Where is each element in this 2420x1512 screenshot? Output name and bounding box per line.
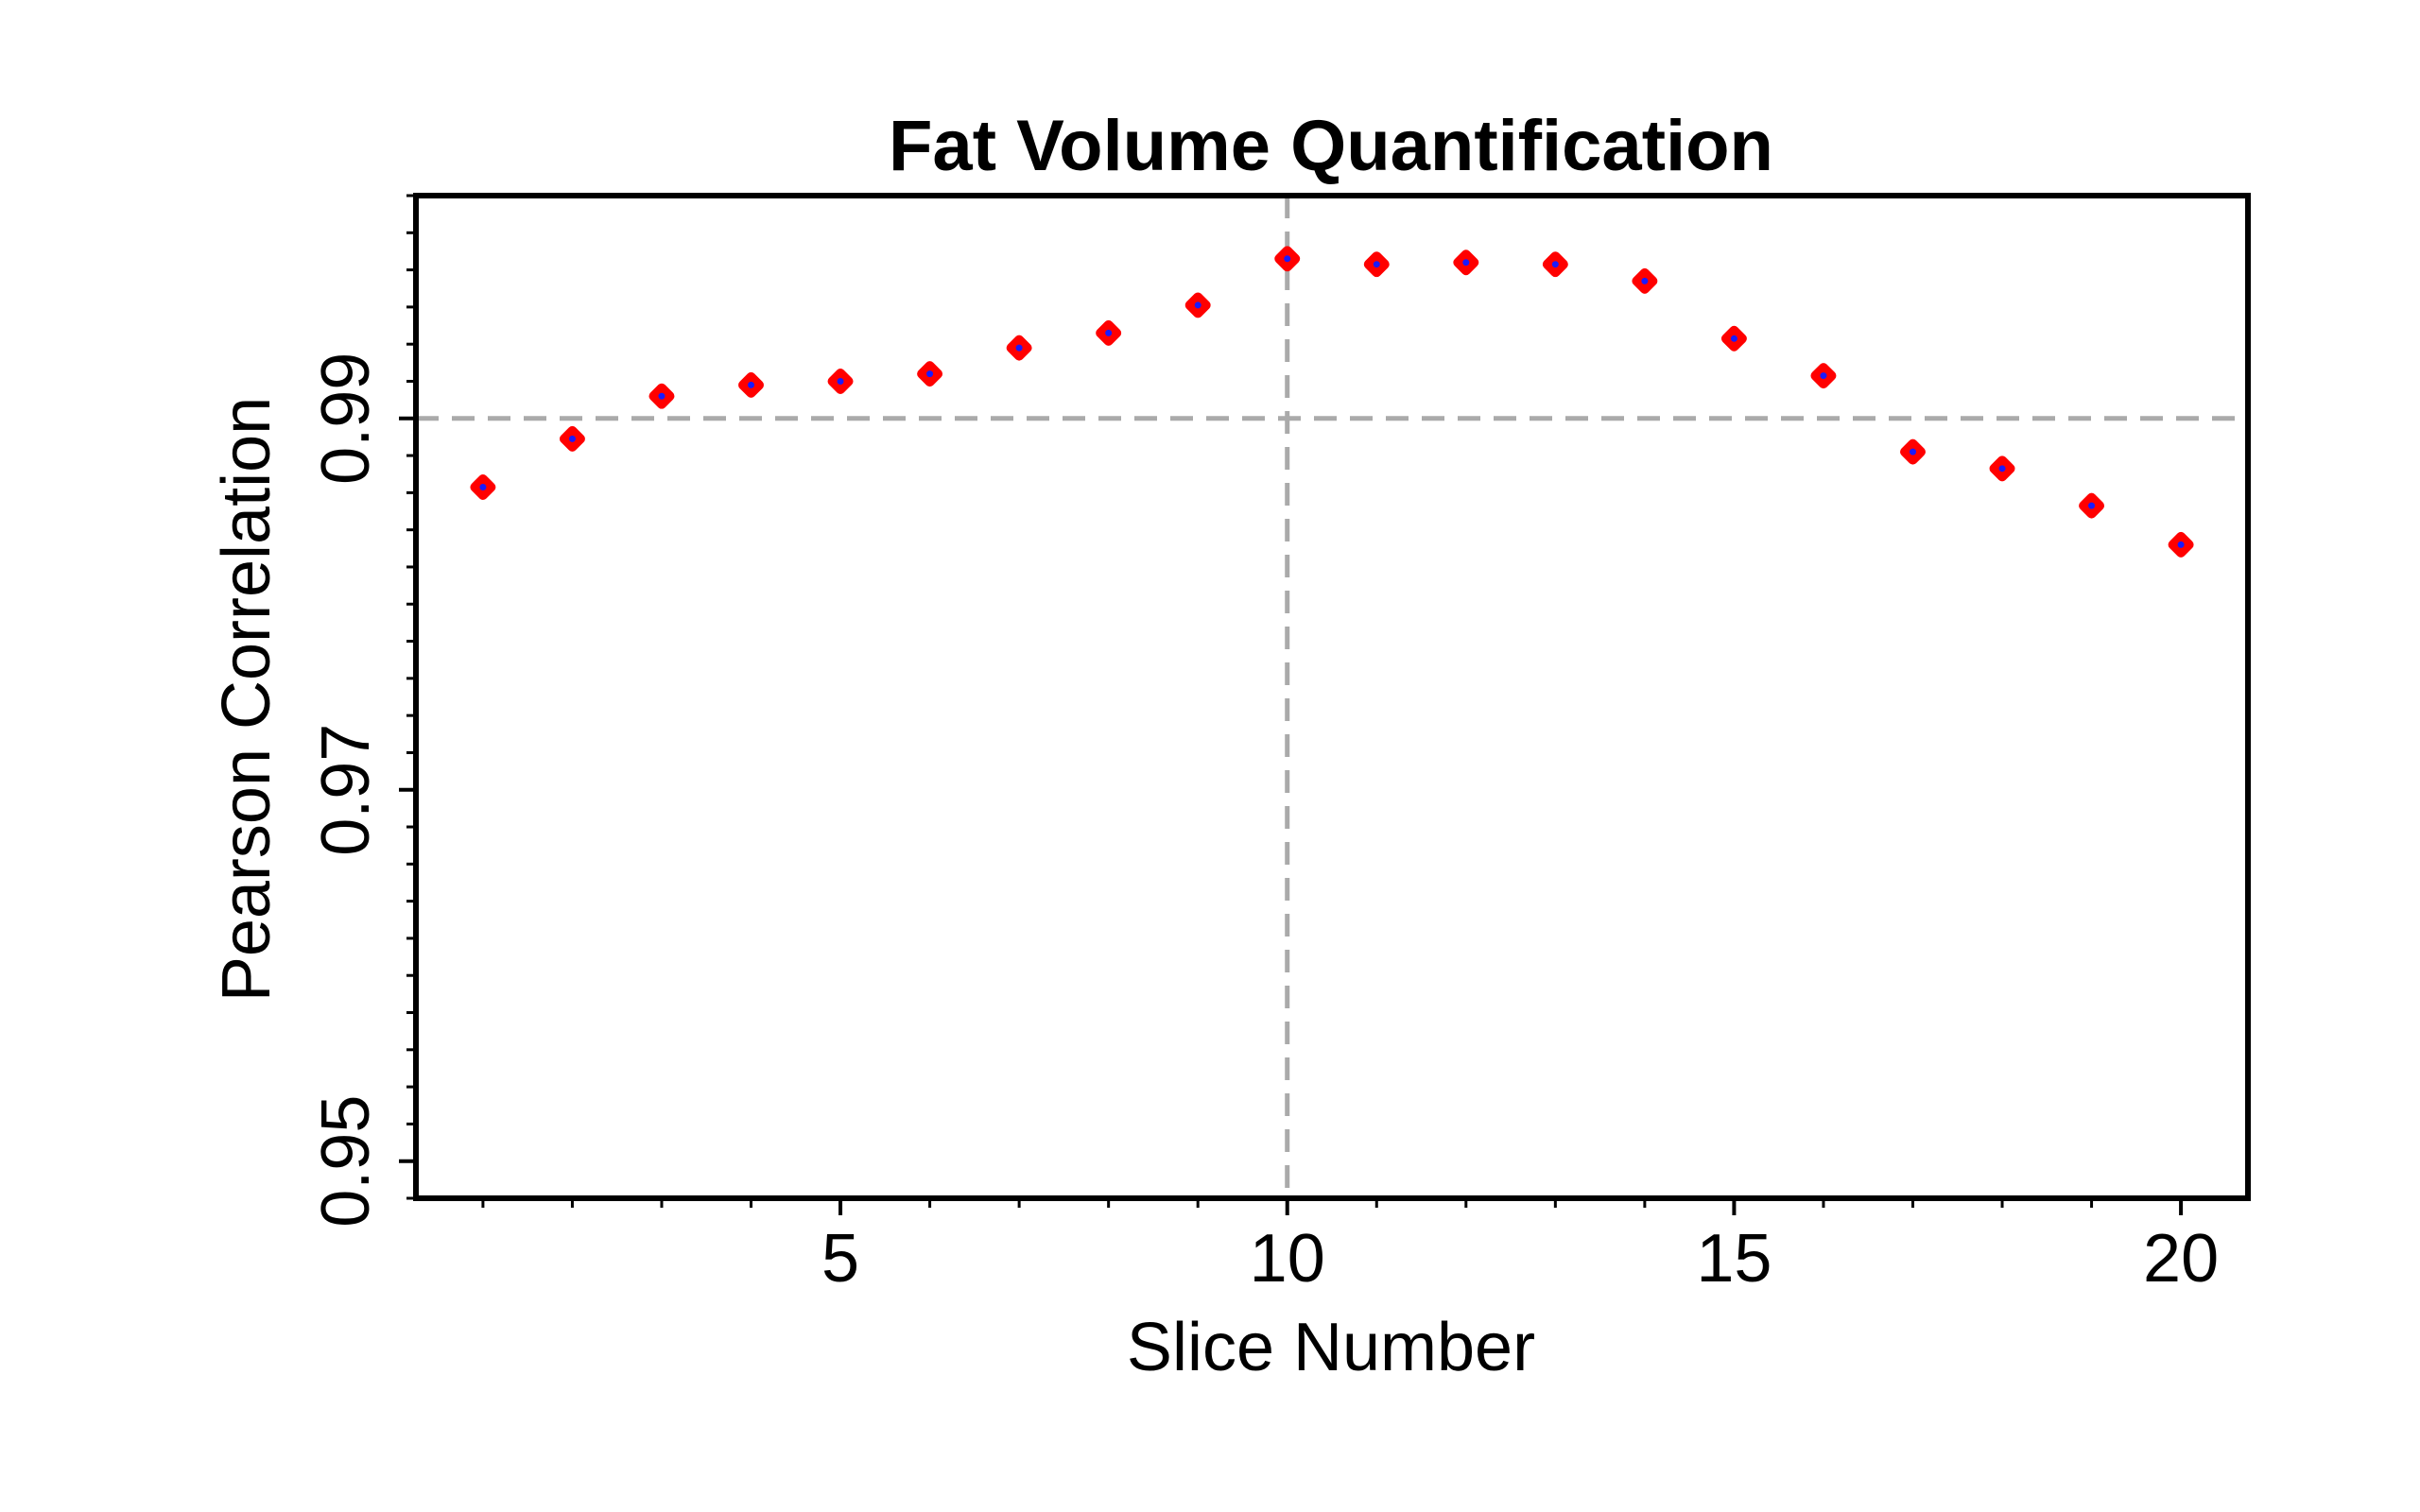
x-tick-label: 5 xyxy=(821,1221,859,1297)
y-tick-label: 0.97 xyxy=(308,724,384,856)
data-point xyxy=(1900,438,1926,465)
data-point xyxy=(2079,492,2105,519)
data-point xyxy=(2168,531,2194,558)
y-axis-label: Pearson Correlation xyxy=(209,397,285,1002)
data-point xyxy=(917,361,943,387)
data-point xyxy=(1363,251,1390,278)
data-points xyxy=(470,246,2194,558)
data-point xyxy=(827,368,854,394)
data-point xyxy=(1632,267,1658,294)
data-point xyxy=(1274,246,1301,272)
data-point xyxy=(738,371,764,398)
data-point xyxy=(1542,251,1568,278)
x-tick-label: 15 xyxy=(1696,1221,1772,1297)
data-point xyxy=(1096,319,1122,346)
data-point xyxy=(1810,363,1837,389)
y-tick-label: 0.99 xyxy=(308,352,384,485)
reference-lines xyxy=(416,196,2248,1198)
data-point xyxy=(1720,325,1747,352)
x-axis-label: Slice Number xyxy=(1127,1310,1535,1385)
plot-frame xyxy=(413,193,2251,1201)
data-point xyxy=(559,425,585,452)
y-tick-label: 0.95 xyxy=(308,1095,384,1228)
data-point xyxy=(1184,292,1211,318)
x-tick-label: 20 xyxy=(2143,1221,2219,1297)
data-point xyxy=(1006,335,1032,361)
data-point xyxy=(1453,249,1479,276)
tick-labels: 5 10 15 20 0.95 0.97 0.99 xyxy=(308,352,2219,1297)
data-point xyxy=(470,473,496,500)
data-point xyxy=(648,383,675,409)
data-point xyxy=(1989,455,2015,482)
chart-title: Fat Volume Quantification xyxy=(889,106,1773,186)
x-tick-label: 10 xyxy=(1250,1221,1325,1297)
axis-ticks xyxy=(399,194,2184,1215)
